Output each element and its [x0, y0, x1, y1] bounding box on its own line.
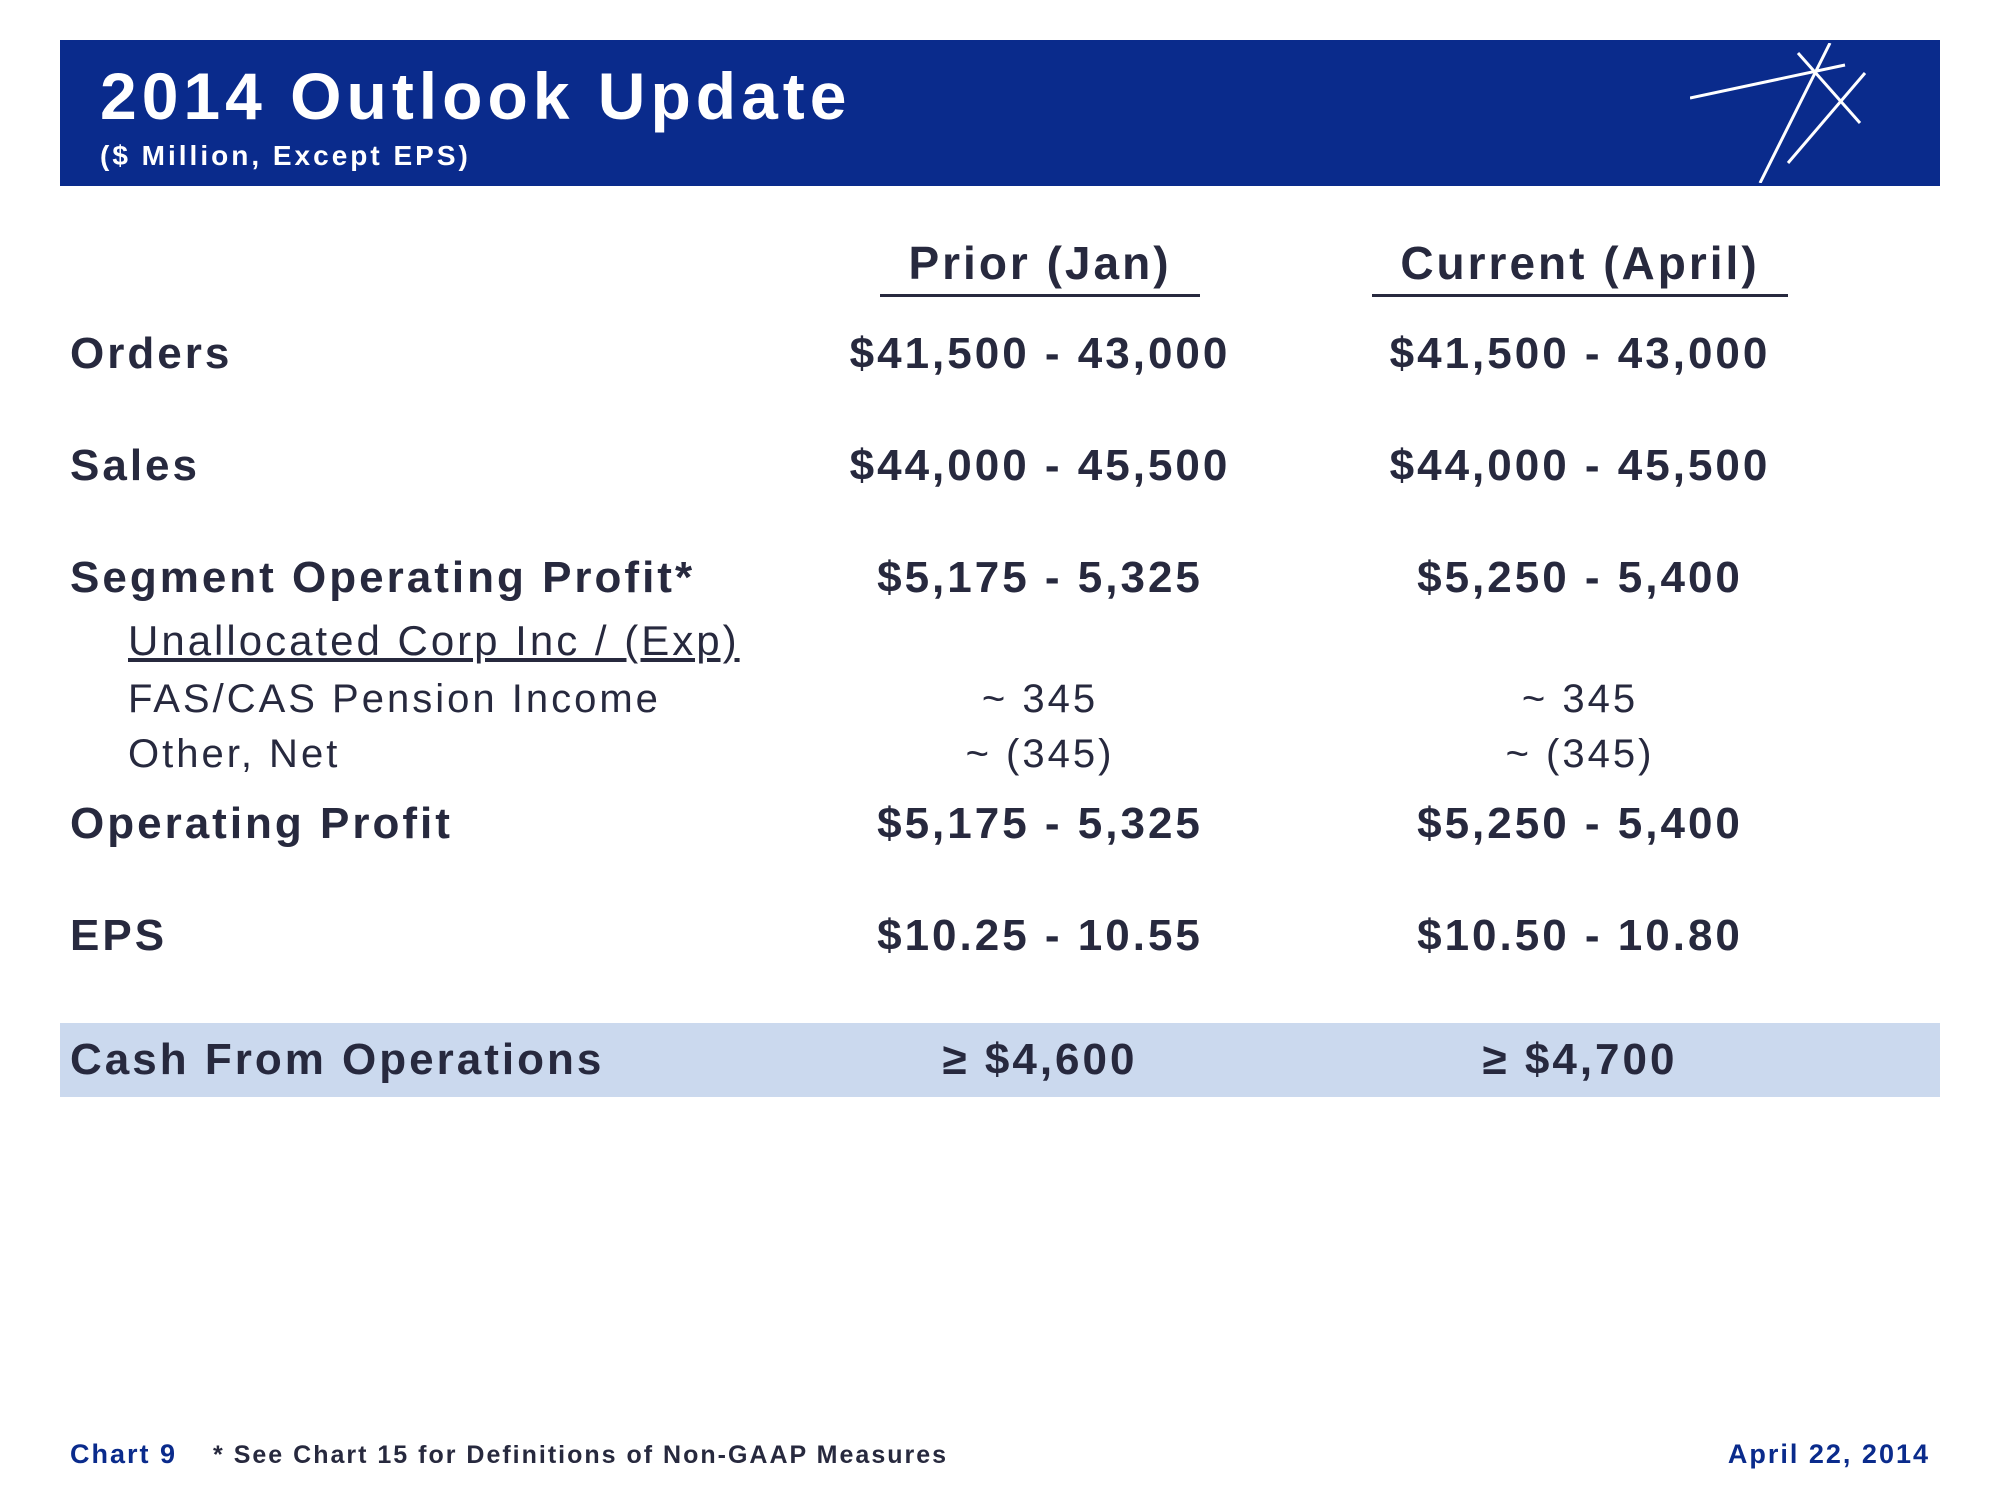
op-profit-label: Operating Profit: [70, 799, 770, 849]
op-profit-row: Operating Profit $5,175 - 5,325 $5,250 -…: [70, 799, 1930, 849]
outlook-table: Prior (Jan) Current (April) Orders $41,5…: [60, 236, 1940, 1429]
orders-current: $41,500 - 43,000: [1310, 329, 1850, 379]
other-net-current: ~ (345): [1310, 732, 1850, 777]
slide-subtitle: ($ Million, Except EPS): [100, 140, 1900, 172]
segment-op-prior: $5,175 - 5,325: [770, 553, 1310, 603]
column-headers: Prior (Jan) Current (April): [70, 236, 1930, 297]
sales-prior: $44,000 - 45,500: [770, 441, 1310, 491]
footer-date: April 22, 2014: [1728, 1439, 1930, 1470]
footer: Chart 9 * See Chart 15 for Definitions o…: [60, 1439, 1940, 1470]
slide-title: 2014 Outlook Update: [100, 58, 1900, 134]
sales-current: $44,000 - 45,500: [1310, 441, 1850, 491]
cash-current: ≥ $4,700: [1310, 1035, 1850, 1085]
eps-prior: $10.25 - 10.55: [770, 911, 1310, 961]
segment-op-current: $5,250 - 5,400: [1310, 553, 1850, 603]
eps-row: EPS $10.25 - 10.55 $10.50 - 10.80: [70, 911, 1930, 961]
segment-op-row: Segment Operating Profit* $5,175 - 5,325…: [70, 553, 1930, 603]
footnote-text: * See Chart 15 for Definitions of Non-GA…: [213, 1441, 948, 1470]
op-profit-prior: $5,175 - 5,325: [770, 799, 1310, 849]
orders-prior: $41,500 - 43,000: [770, 329, 1310, 379]
title-bar: 2014 Outlook Update ($ Million, Except E…: [60, 40, 1940, 186]
cash-prior: ≥ $4,600: [770, 1035, 1310, 1085]
prior-header: Prior (Jan): [880, 236, 1199, 297]
orders-row: Orders $41,500 - 43,000 $41,500 - 43,000: [70, 329, 1930, 379]
cash-row: Cash From Operations ≥ $4,600 ≥ $4,700: [60, 1023, 1940, 1097]
fascas-row: FAS/CAS Pension Income ~ 345 ~ 345: [70, 677, 1930, 722]
slide-container: 2014 Outlook Update ($ Million, Except E…: [0, 0, 2000, 1500]
eps-current: $10.50 - 10.80: [1310, 911, 1850, 961]
unallocated-heading: Unallocated Corp Inc / (Exp): [70, 617, 1930, 665]
fascas-prior: ~ 345: [770, 677, 1310, 722]
fascas-current: ~ 345: [1310, 677, 1850, 722]
sales-label: Sales: [70, 441, 770, 491]
op-profit-current: $5,250 - 5,400: [1310, 799, 1850, 849]
cash-label: Cash From Operations: [70, 1035, 770, 1085]
other-net-prior: ~ (345): [770, 732, 1310, 777]
other-net-row: Other, Net ~ (345) ~ (345): [70, 732, 1930, 777]
company-star-logo: [1690, 43, 1870, 183]
sales-row: Sales $44,000 - 45,500 $44,000 - 45,500: [70, 441, 1930, 491]
eps-label: EPS: [70, 911, 770, 961]
current-header: Current (April): [1372, 236, 1787, 297]
orders-label: Orders: [70, 329, 770, 379]
segment-op-label: Segment Operating Profit*: [70, 553, 770, 603]
other-net-label: Other, Net: [70, 732, 770, 777]
fascas-label: FAS/CAS Pension Income: [70, 677, 770, 722]
chart-number: Chart 9: [70, 1439, 177, 1470]
